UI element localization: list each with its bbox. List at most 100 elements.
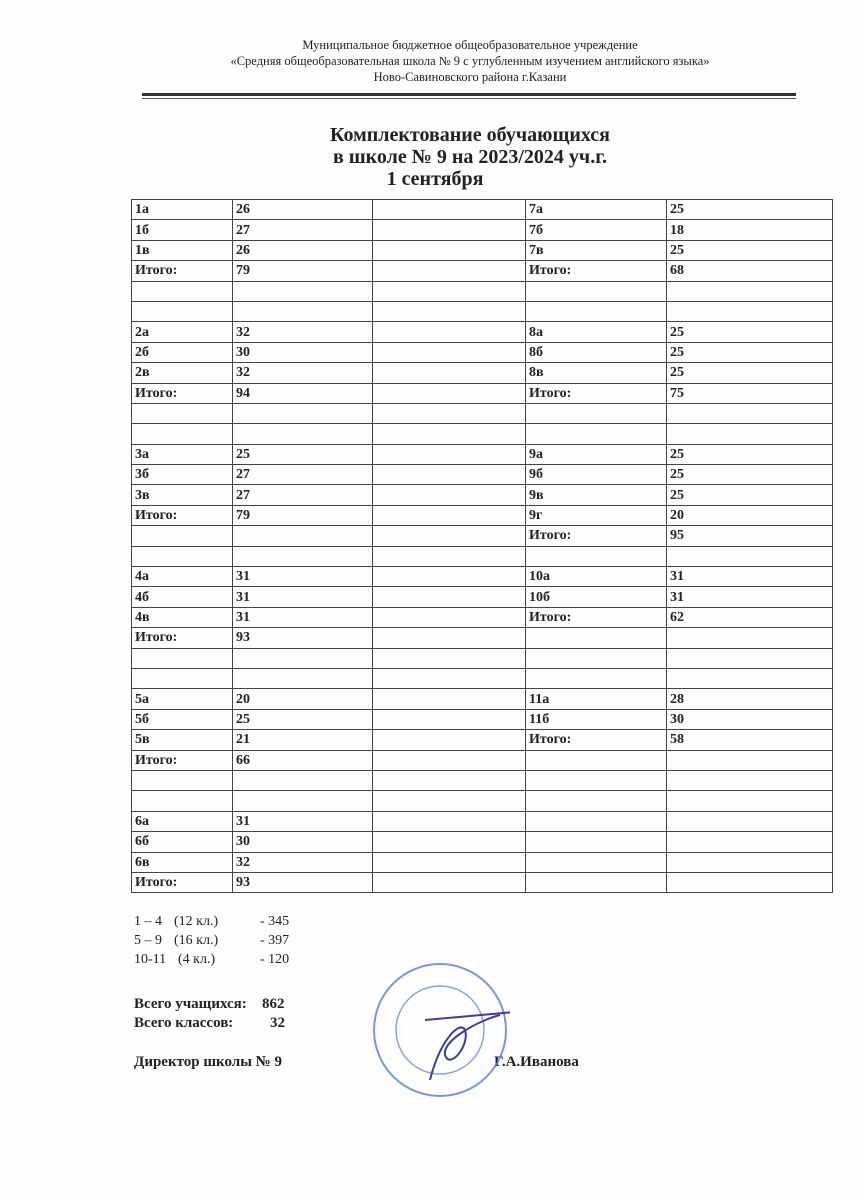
empty-cell: [372, 423, 526, 445]
empty-cell: [372, 647, 526, 669]
student-count-cell: 30: [666, 708, 833, 731]
class-name-cell: Итого:: [525, 606, 667, 629]
table-row: 5в 21 Итого: 58: [131, 729, 833, 751]
empty-cell: [372, 769, 526, 792]
class-name-cell: [525, 300, 667, 323]
summary-range: 1 – 4: [134, 914, 162, 929]
class-name-cell: 5б: [131, 708, 233, 731]
student-count-cell: 25: [232, 708, 373, 731]
table-row: [131, 300, 833, 323]
class-name-cell: 5в: [131, 729, 233, 751]
table-row: Итого: 79 9г 20: [131, 504, 833, 527]
student-count-cell: [666, 647, 833, 669]
student-count-cell: [666, 627, 833, 649]
student-count-cell: 25: [666, 484, 833, 506]
table-row: 3а 25 9а 25: [131, 443, 833, 466]
class-name-cell: 7б: [525, 219, 667, 241]
summary-range: 10-11: [134, 952, 167, 967]
student-count-cell: [666, 402, 833, 425]
student-count-cell: 28: [666, 688, 833, 710]
student-count-cell: [666, 810, 833, 833]
class-name-cell: 3б: [131, 464, 233, 486]
summary-row: 5 – 9 (16 кл.) - 397: [134, 931, 289, 950]
student-count-cell: [666, 769, 833, 792]
table-row: Итого: 94 Итого: 75: [131, 382, 833, 404]
class-name-cell: Итого:: [525, 729, 667, 751]
table-row: Итого: 66: [131, 749, 833, 771]
student-count-cell: [232, 769, 373, 792]
class-name-cell: [525, 851, 667, 873]
student-count-cell: 79: [232, 504, 373, 527]
total-classes-label: Всего классов:: [134, 1015, 234, 1031]
student-count-cell: 30: [232, 341, 373, 364]
table-row: 6а 31: [131, 810, 833, 833]
empty-cell: [372, 749, 526, 771]
class-name-cell: 2б: [131, 341, 233, 364]
class-name-cell: [131, 769, 233, 792]
class-name-cell: 6в: [131, 851, 233, 873]
class-name-cell: 9г: [525, 504, 667, 527]
class-name-cell: [525, 402, 667, 425]
student-count-cell: [666, 831, 833, 853]
summary-classes: (4 кл.): [178, 952, 216, 967]
class-name-cell: 8а: [525, 321, 667, 343]
student-count-cell: [666, 790, 833, 812]
table-row: [131, 423, 833, 445]
class-name-cell: 1б: [131, 219, 233, 241]
student-count-cell: [666, 749, 833, 771]
class-name-cell: [525, 545, 667, 568]
student-count-cell: 32: [232, 321, 373, 343]
totals-block: Всего учащихся: 862 Всего классов: 32: [134, 995, 285, 1033]
class-name-cell: Итого:: [525, 382, 667, 404]
title-line: 1 сентября: [386, 168, 484, 190]
empty-cell: [372, 851, 526, 873]
class-name-cell: Итого:: [131, 871, 233, 894]
class-name-cell: [525, 790, 667, 812]
student-count-cell: [232, 790, 373, 812]
empty-cell: [372, 566, 526, 588]
class-name-cell: [131, 647, 233, 669]
student-count-cell: [232, 300, 373, 323]
student-count-cell: 31: [666, 586, 833, 608]
class-name-cell: 8б: [525, 341, 667, 364]
class-name-cell: [525, 667, 667, 690]
student-count-cell: [232, 280, 373, 302]
class-name-cell: 3а: [131, 443, 233, 466]
class-name-cell: [525, 627, 667, 649]
empty-cell: [372, 382, 526, 404]
class-name-cell: [131, 525, 233, 547]
student-count-cell: 62: [666, 606, 833, 629]
empty-cell: [372, 871, 526, 894]
table-row: 5б 25 11б 30: [131, 708, 833, 731]
class-name-cell: [131, 280, 233, 302]
class-name-cell: 9б: [525, 464, 667, 486]
student-count-cell: 27: [232, 464, 373, 486]
student-count-cell: 30: [232, 831, 373, 853]
org-header: Муниципальное бюджетное общеобразователь…: [130, 37, 810, 85]
class-name-cell: 9а: [525, 443, 667, 466]
class-name-cell: [131, 790, 233, 812]
student-count-cell: 79: [232, 260, 373, 282]
class-name-cell: [525, 769, 667, 792]
class-name-cell: 3в: [131, 484, 233, 506]
student-count-cell: 26: [232, 198, 373, 221]
class-name-cell: 7в: [525, 239, 667, 262]
total-students-value: 862: [262, 996, 285, 1012]
class-name-cell: Итого:: [131, 504, 233, 527]
student-count-cell: 21: [232, 729, 373, 751]
summary-value: - 397: [260, 933, 290, 948]
empty-cell: [372, 239, 526, 262]
table-row: [131, 545, 833, 568]
header-line: Муниципальное бюджетное общеобразователь…: [302, 38, 638, 52]
class-name-cell: 1в: [131, 239, 233, 262]
empty-cell: [372, 504, 526, 527]
student-count-cell: 25: [666, 321, 833, 343]
signature-position: Директор школы № 9: [134, 1054, 282, 1070]
student-count-cell: 25: [666, 443, 833, 466]
student-count-cell: 32: [232, 362, 373, 384]
total-classes-value: 32: [270, 1015, 285, 1031]
table-row: 1б 27 7б 18: [131, 219, 833, 241]
table-row: 2а 32 8а 25: [131, 321, 833, 343]
empty-cell: [372, 300, 526, 323]
table-row: [131, 790, 833, 812]
